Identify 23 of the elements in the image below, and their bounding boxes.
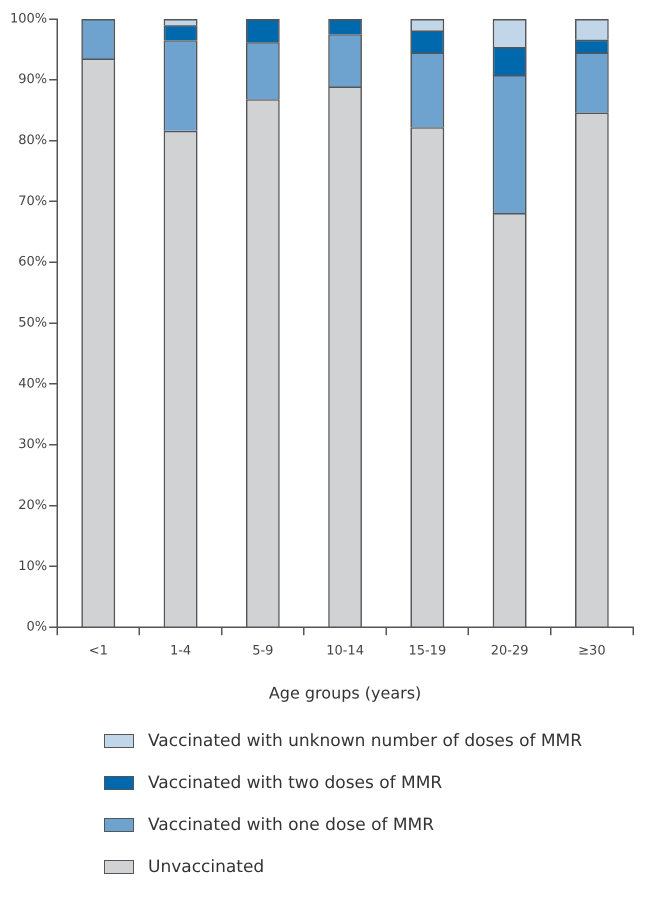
legend-label: Vaccinated with one dose of MMR [148,815,434,835]
x-tick-label: ≥30 [578,643,606,658]
legend-label: Unvaccinated [148,857,264,877]
legend-label: Vaccinated with unknown number of doses of MMR [148,731,582,751]
y-tick-label: 70% [18,194,48,209]
y-tick-label: 10% [18,558,48,574]
y-tick-label: 90% [18,72,48,88]
x-tick-label: 1-4 [170,643,192,658]
y-tick-label: 100% [10,11,48,26]
y-tick-label: 0% [26,620,48,635]
y-tick-label: 60% [18,254,48,270]
x-tick-label: 20-29 [490,643,528,658]
y-tick-label: 20% [18,498,48,513]
x-axis-title: Age groups (years) [268,684,422,703]
x-tick-label: 10-14 [326,643,364,658]
y-tick-label: 80% [18,133,48,148]
y-tick-label: 50% [18,315,48,330]
x-tick-label: 5-9 [252,643,274,658]
y-tick-label: 30% [18,437,48,452]
legend-label: Vaccinated with two doses of MMR [148,773,442,793]
y-tick-label: 40% [18,376,48,392]
x-tick-label: 15-19 [408,643,446,658]
x-tick-label: <1 [88,643,108,658]
